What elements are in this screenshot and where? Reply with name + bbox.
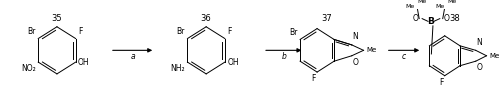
Text: Me: Me bbox=[405, 4, 414, 9]
Text: F: F bbox=[228, 27, 232, 36]
Text: OH: OH bbox=[78, 58, 90, 67]
Text: NO₂: NO₂ bbox=[21, 64, 36, 73]
Text: F: F bbox=[311, 74, 316, 83]
Text: Me: Me bbox=[366, 47, 376, 53]
Text: Me: Me bbox=[417, 0, 426, 4]
Text: O: O bbox=[352, 58, 358, 67]
Text: Me: Me bbox=[448, 0, 457, 4]
Text: N: N bbox=[352, 32, 358, 41]
Text: O: O bbox=[444, 14, 450, 23]
Text: 36: 36 bbox=[201, 14, 211, 23]
Text: F: F bbox=[78, 27, 82, 36]
Text: N: N bbox=[476, 38, 482, 47]
Text: O: O bbox=[412, 14, 418, 23]
Text: F: F bbox=[440, 78, 444, 87]
Text: Me: Me bbox=[436, 4, 444, 9]
Text: b: b bbox=[282, 52, 286, 61]
Text: Br: Br bbox=[28, 27, 36, 36]
Text: c: c bbox=[402, 52, 406, 61]
Text: B: B bbox=[428, 17, 434, 26]
Text: Me: Me bbox=[490, 53, 500, 59]
Text: O: O bbox=[476, 63, 482, 72]
Text: Br: Br bbox=[176, 27, 185, 36]
Text: 35: 35 bbox=[52, 14, 62, 23]
Text: a: a bbox=[130, 52, 135, 61]
Text: OH: OH bbox=[228, 58, 239, 67]
Text: NH₂: NH₂ bbox=[170, 64, 185, 73]
Text: 38: 38 bbox=[449, 14, 460, 23]
Text: 37: 37 bbox=[322, 14, 332, 23]
Text: Br: Br bbox=[290, 28, 298, 37]
